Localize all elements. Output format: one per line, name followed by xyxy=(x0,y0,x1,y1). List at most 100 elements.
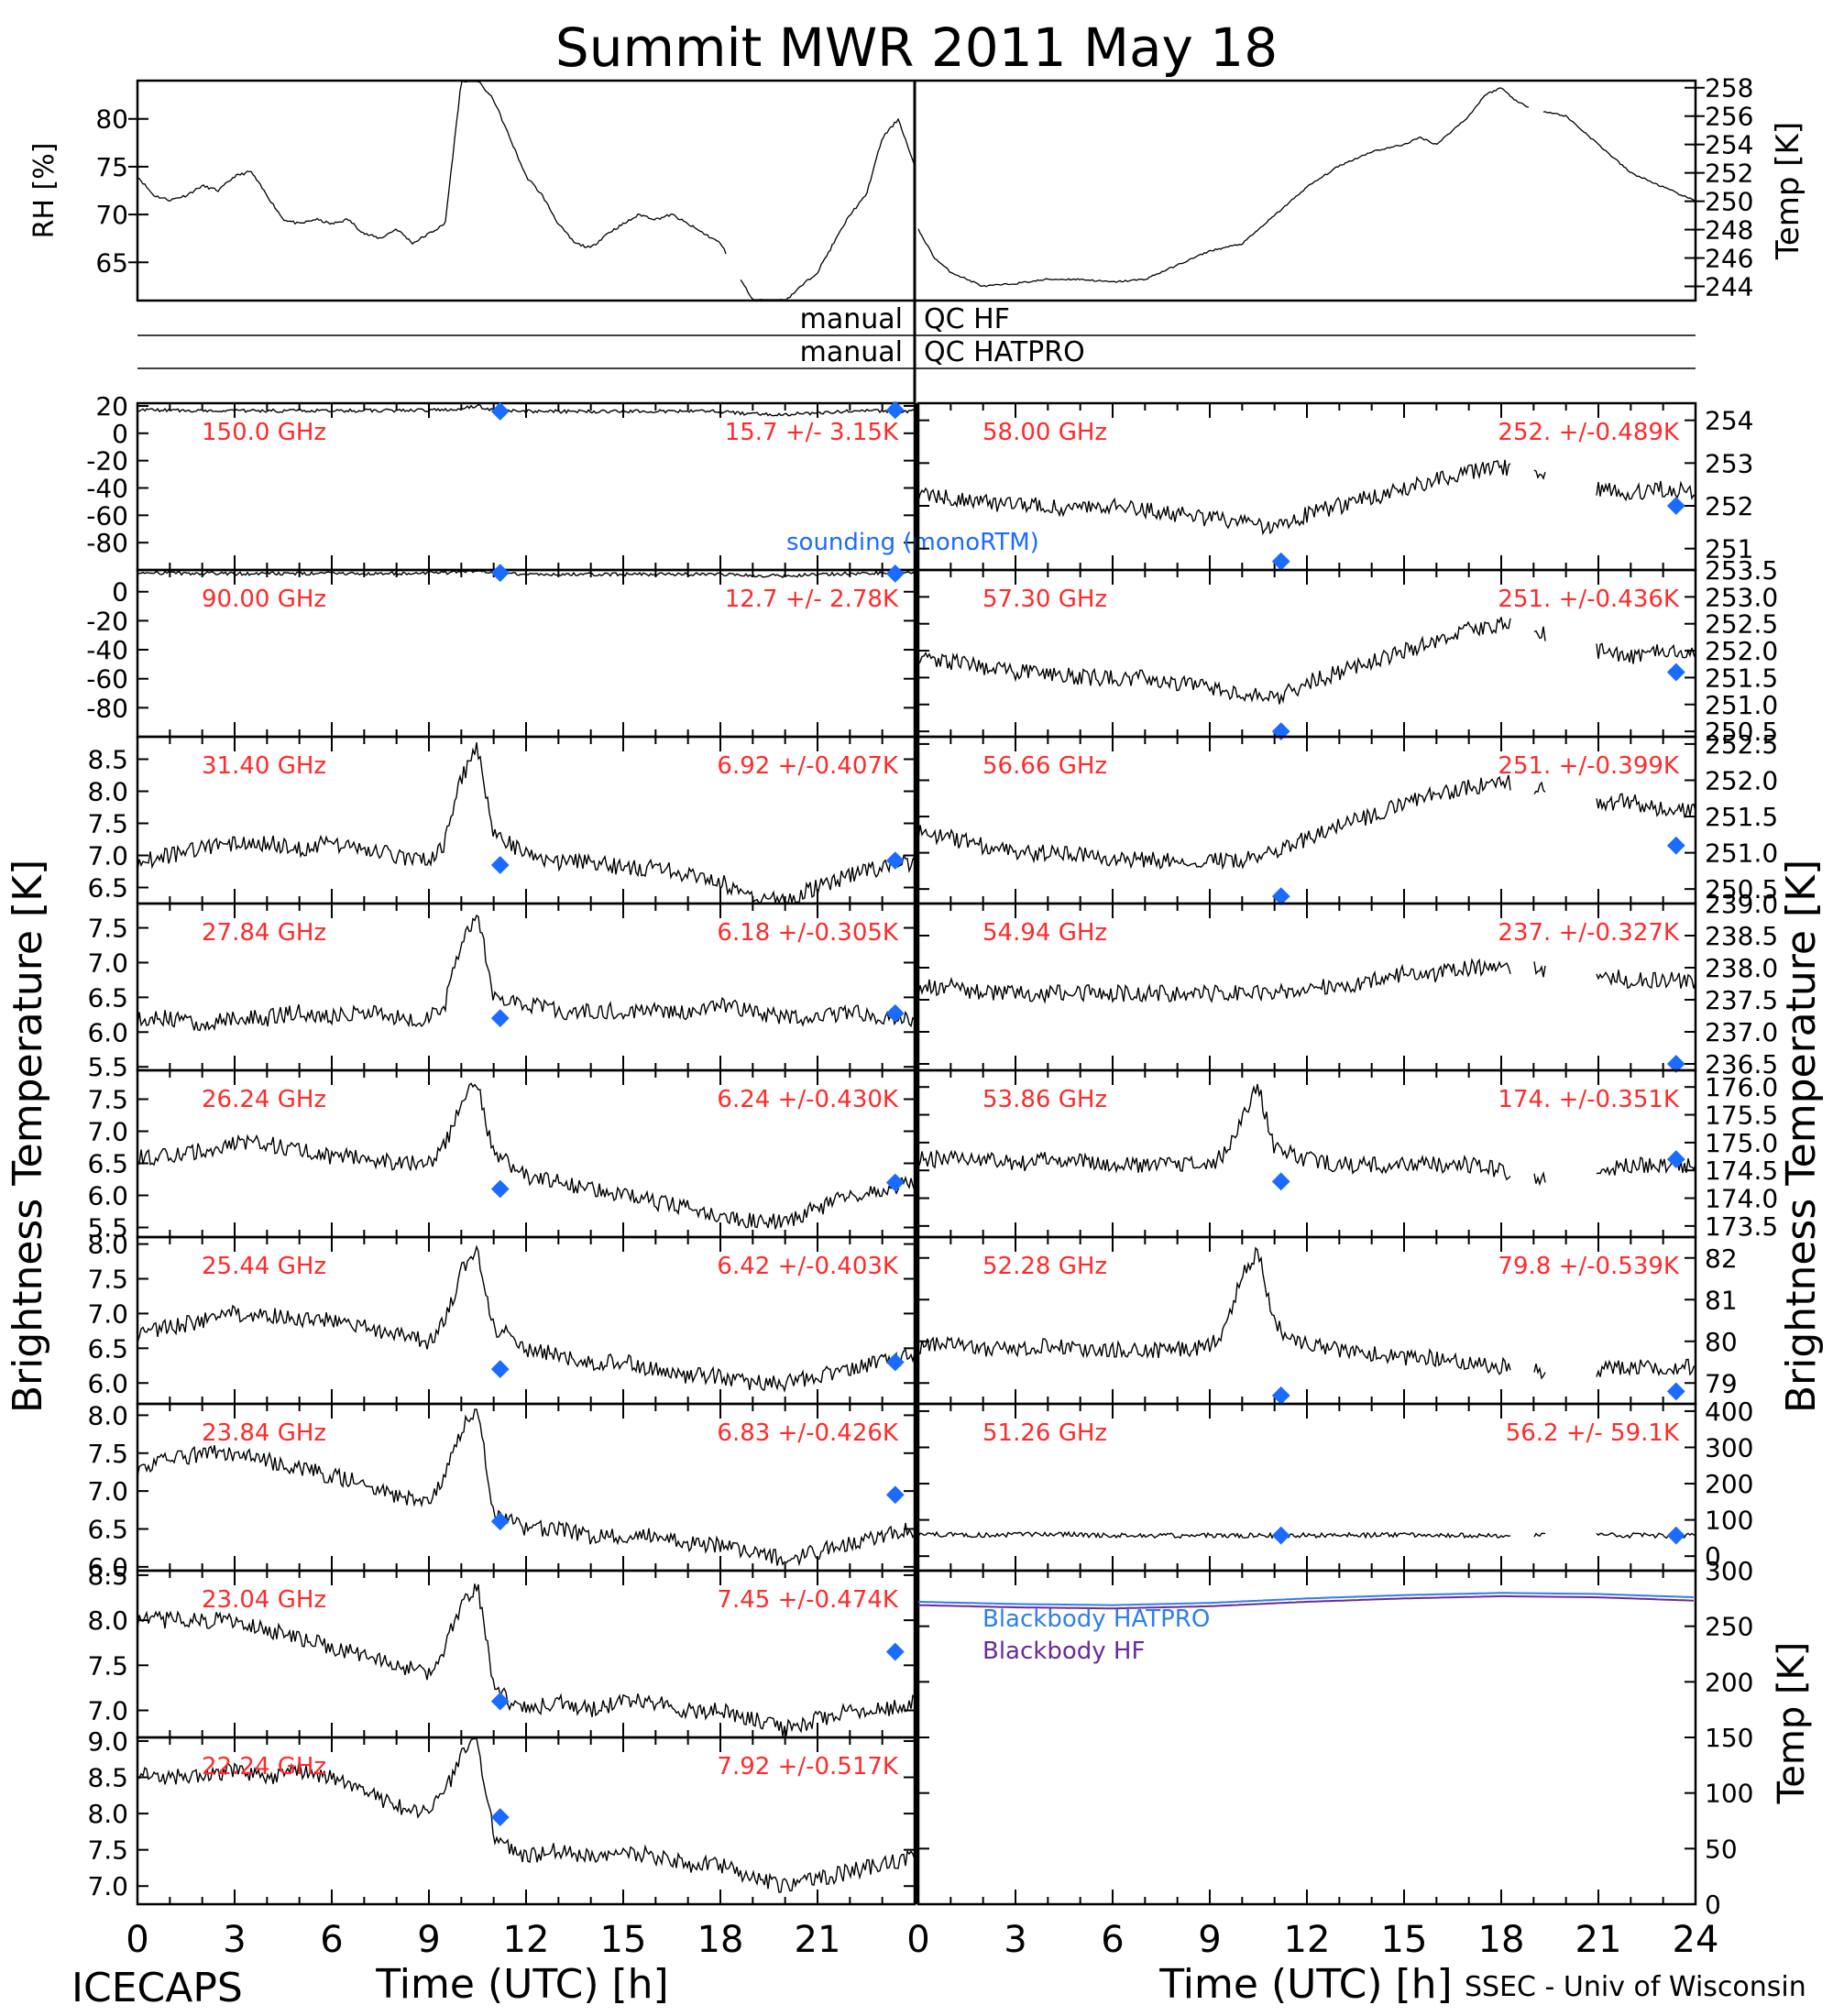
chart-25-44-ghz-ytick-label-3: 6.5 xyxy=(87,1333,128,1364)
chart-27-84-ghz-ytick-label-1: 7.0 xyxy=(87,948,128,978)
chart-51-26-ghz-channel-label: 51.26 GHz xyxy=(982,1419,1107,1447)
blackbody-hf-legend: Blackbody HF xyxy=(982,1638,1145,1665)
chart-22-24-ghz-ytick-label-3: 7.5 xyxy=(87,1835,128,1866)
chart-31-40-ghz-channel-stat: 6.92 +/-0.407K xyxy=(717,752,899,780)
chart-27-84-ghz-trace xyxy=(137,914,916,1032)
chart-31-40-ghz-ytick-label-2: 7.5 xyxy=(87,809,128,839)
chart-22-24-ghz-ytick-label-4: 7.0 xyxy=(87,1871,128,1901)
chart-58-00-ghz-channel-stat: 252. +/-0.489K xyxy=(1498,419,1680,446)
footer-left: ICECAPS xyxy=(71,1965,243,2011)
rh-ytick-label-0: 80 xyxy=(95,104,128,135)
x-axis-label-right: Time (UTC) [h] xyxy=(1158,1961,1452,2008)
blackbody-series-blackbody-hatpro xyxy=(918,1592,1695,1606)
chart-53-86-ghz-ytick-label-2: 175.0 xyxy=(1705,1128,1778,1158)
chart-54-94-ghz-channel-stat: 237. +/-0.327K xyxy=(1498,919,1680,947)
blackbody-ytick-label-6: 0 xyxy=(1705,1890,1721,1920)
chart-27-84-ghz-ytick-label-3: 6.0 xyxy=(87,1017,128,1047)
chart-25-44-ghz-channel-stat: 6.42 +/-0.403K xyxy=(717,1253,899,1280)
chart-53-86-ghz-ytick-label-1: 175.5 xyxy=(1705,1101,1778,1131)
chart-25-44-ghz-ytick-label-1: 7.5 xyxy=(87,1265,128,1295)
y-axis-label-right: Brightness Temperature [K] xyxy=(1778,860,1825,1413)
chart-23-84-ghz-sounding-marker-0 xyxy=(490,1512,510,1531)
chart-23-84-ghz-ytick-label-0: 8.0 xyxy=(87,1400,128,1430)
qc-hf-manual-label: manual xyxy=(800,303,903,335)
chart-25-44-ghz-ytick-label-2: 7.0 xyxy=(87,1298,128,1329)
chart-53-86-ghz-ytick-label-0: 176.0 xyxy=(1705,1072,1778,1102)
chart-54-94-ghz-channel-label: 54.94 GHz xyxy=(982,919,1107,947)
chart-51-26-ghz-ytick-label-1: 300 xyxy=(1705,1432,1753,1463)
chart-58-00-ghz-channel-label: 58.00 GHz xyxy=(982,419,1107,446)
chart-26-24-ghz-ytick-label-1: 7.0 xyxy=(87,1117,128,1147)
chart-52-28-ghz-channel-label: 52.28 GHz xyxy=(982,1253,1107,1280)
chart-53-86-ghz-sounding-marker-1 xyxy=(1666,1150,1685,1168)
chart-150-0-ghz-sounding-marker-1 xyxy=(885,400,905,420)
chart-52-28-ghz-sounding-marker-0 xyxy=(1271,1386,1290,1405)
chart-26-24-ghz-ytick-label-4: 5.5 xyxy=(87,1213,128,1244)
x-tick-left-12: 12 xyxy=(503,1919,550,1961)
chart-51-26-ghz-ytick-label-3: 100 xyxy=(1705,1506,1753,1536)
chart-53-86-ghz-ytick-label-5: 173.5 xyxy=(1705,1211,1778,1242)
chart-23-84-ghz-ytick-label-1: 7.5 xyxy=(87,1439,128,1469)
chart-57-30-ghz-ytick-label-5: 251.0 xyxy=(1705,690,1778,720)
chart-52-28-ghz-ytick-label-1: 81 xyxy=(1705,1285,1738,1315)
chart-23-04-ghz-sounding-marker-0 xyxy=(490,1692,510,1711)
chart-27-84-ghz-channel-label: 27.84 GHz xyxy=(202,919,326,947)
chart-150-0-ghz-trace xyxy=(137,403,916,417)
chart-150-0-ghz-ytick-label-0: 20 xyxy=(95,391,128,422)
chart-25-44-ghz-sounding-marker-1 xyxy=(885,1353,905,1372)
chart-23-04-ghz-ytick-label-3: 7.0 xyxy=(87,1695,128,1726)
blackbody-series-blackbody-hf xyxy=(917,1594,1695,1610)
chart-58-00-ghz-ytick-label-1: 253 xyxy=(1705,448,1753,478)
chart-58-00-ghz-ytick-label-2: 252 xyxy=(1705,491,1753,521)
chart-150-0-ghz-ytick-label-5: -80 xyxy=(86,528,128,558)
chart-53-86-ghz-ytick-label-3: 174.5 xyxy=(1705,1156,1778,1186)
chart-23-04-ghz-ytick-label-0: 8.5 xyxy=(87,1561,128,1591)
temp-ytick-label-7: 244 xyxy=(1705,272,1753,302)
chart-23-84-ghz-sounding-marker-1 xyxy=(885,1485,905,1505)
chart-25-44-ghz-ytick-label-4: 6.0 xyxy=(87,1368,128,1398)
chart-52-28-ghz-ytick-label-3: 79 xyxy=(1705,1368,1738,1398)
brightness-right-column: 254 253 252 251 58.00 GHz 252. +/-0.489K 253.5… xyxy=(915,401,1813,1920)
temp-ytick-label-2: 254 xyxy=(1705,130,1753,160)
chart-53-86-ghz-trace xyxy=(917,1083,1696,1187)
x-tick-right-15: 15 xyxy=(1381,1919,1428,1961)
chart-150-0-ghz-channel-stat: 15.7 +/- 3.15K xyxy=(725,419,899,446)
chart-56-66-ghz-ytick-label-4: 250.5 xyxy=(1705,874,1778,904)
chart-54-94-ghz-trace xyxy=(917,958,1696,1004)
blackbody-ytick-label-4: 100 xyxy=(1705,1779,1753,1809)
chart-56-66-ghz-ytick-label-2: 251.5 xyxy=(1705,802,1778,832)
blackbody-ytick-label-0: 300 xyxy=(1705,1556,1753,1586)
chart-25-44-ghz-trace xyxy=(137,1244,916,1394)
x-tick-right-3: 3 xyxy=(1004,1919,1026,1961)
chart-27-84-ghz-sounding-marker-1 xyxy=(885,1003,905,1023)
x-axis-left: 0 3 6 9 12 15 18 21 xyxy=(126,1919,840,1961)
chart-23-04-ghz-ytick-label-2: 7.5 xyxy=(87,1650,128,1681)
chart-22-24-ghz-ytick-label-2: 8.0 xyxy=(87,1799,128,1829)
chart-58-00-ghz-sounding-marker-1 xyxy=(1666,497,1685,515)
temp-ytick-label-5: 248 xyxy=(1705,215,1753,246)
chart-26-24-ghz-ytick-label-2: 6.5 xyxy=(87,1149,128,1179)
rh-axis-label: RH [%] xyxy=(28,143,60,239)
chart-56-66-ghz-sounding-marker-1 xyxy=(1666,836,1685,855)
temp-ytick-label-1: 256 xyxy=(1705,102,1753,132)
chart-22-24-ghz-channel-label: 22.24 GHz xyxy=(202,1753,326,1780)
chart-26-24-ghz-channel-label: 26.24 GHz xyxy=(202,1086,326,1113)
chart-90-00-ghz-trace xyxy=(137,570,916,579)
chart-56-66-ghz-ytick-label-0: 252.5 xyxy=(1705,729,1778,760)
chart-22-24-ghz-sounding-marker-0 xyxy=(490,1808,510,1826)
chart-54-94-ghz-ytick-label-5: 236.5 xyxy=(1705,1049,1778,1079)
chart-52-28-ghz-trace xyxy=(917,1246,1696,1380)
chart-150-0-ghz-ytick-label-3: -40 xyxy=(86,473,128,503)
qc-bars: manual QC HF manual QC HATPRO xyxy=(137,303,1696,369)
chart-51-26-ghz-ytick-label-0: 400 xyxy=(1705,1397,1753,1427)
x-tick-left-21: 21 xyxy=(795,1919,841,1961)
chart-26-24-ghz-sounding-marker-1 xyxy=(885,1173,905,1192)
x-tick-right-0: 0 xyxy=(906,1919,929,1961)
chart-26-24-ghz-ytick-label-0: 7.5 xyxy=(87,1085,128,1115)
chart-54-94-ghz-ytick-label-3: 237.5 xyxy=(1705,985,1778,1015)
chart-23-84-ghz-ytick-label-4: 6.0 xyxy=(87,1552,128,1583)
x-tick-right-6: 6 xyxy=(1101,1919,1124,1961)
rh-ytick-label-1: 75 xyxy=(95,152,128,182)
